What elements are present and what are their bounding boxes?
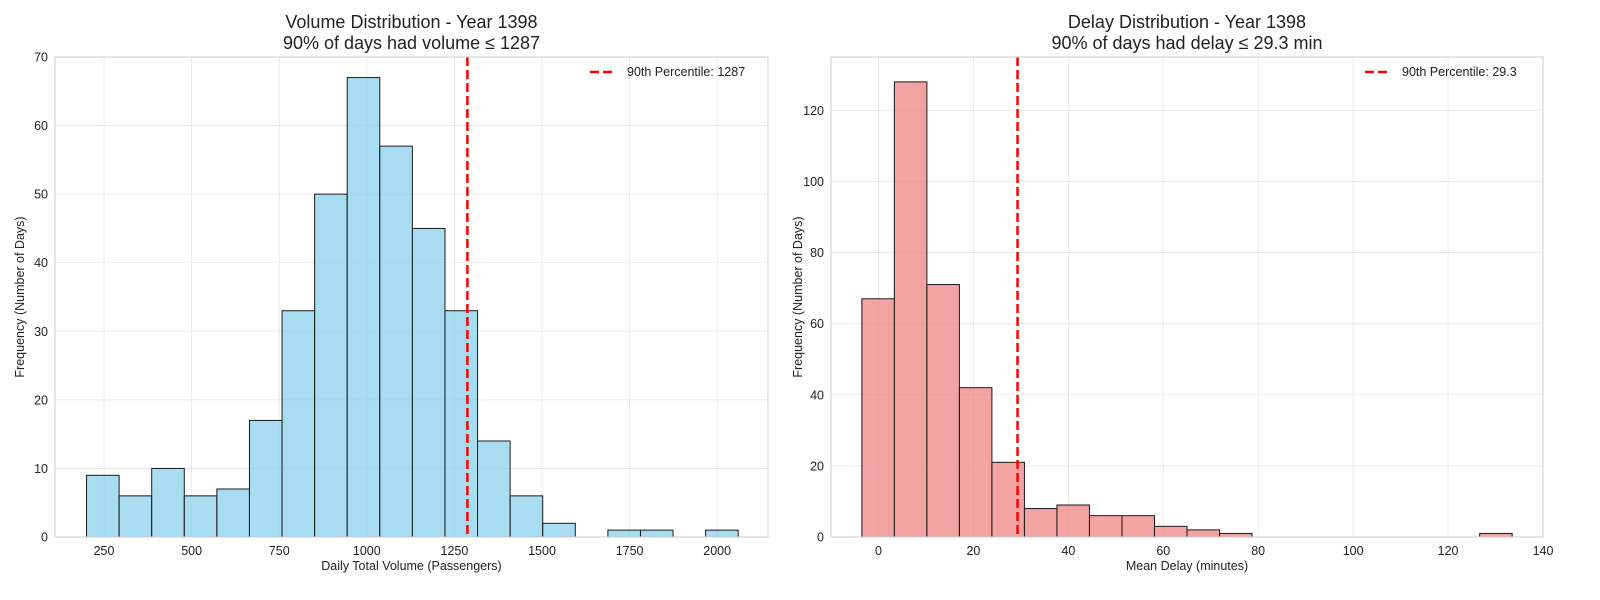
delay-x-tick-label: 60 xyxy=(1156,544,1170,558)
volume-histogram-bar xyxy=(118,495,153,538)
delay-histogram-bar xyxy=(991,461,1025,538)
volume-histogram-bar xyxy=(248,419,283,538)
delay-x-tick-label: 80 xyxy=(1251,544,1265,558)
delay-y-tick-label: 60 xyxy=(810,317,824,331)
volume-x-tick-label: 250 xyxy=(94,544,115,558)
volume-axes-frame xyxy=(54,56,769,538)
volume-x-tick-label: 1500 xyxy=(528,544,556,558)
volume-chart: Volume Distribution - Year 1398 90% of d… xyxy=(13,12,769,573)
volume-histogram-bar xyxy=(607,529,641,538)
volume-histogram-bar xyxy=(346,77,381,538)
volume-histogram-bar xyxy=(542,522,576,538)
volume-y-tick-label: 60 xyxy=(34,119,48,133)
delay-x-tick-label: 20 xyxy=(966,544,980,558)
volume-x-axis-label: Daily Total Volume (Passengers) xyxy=(321,559,501,573)
volume-histogram-bar xyxy=(183,495,218,538)
volume-histogram-bar xyxy=(216,488,250,538)
delay-histogram-bar xyxy=(1023,508,1058,538)
volume-y-tick-label: 50 xyxy=(34,188,48,202)
volume-histogram-bar xyxy=(477,440,511,538)
delay-y-tick-label: 80 xyxy=(810,246,824,260)
delay-legend-label: 90th Percentile: 29.3 xyxy=(1402,65,1517,79)
delay-axes-frame xyxy=(830,56,1544,538)
delay-histogram-bar xyxy=(1121,515,1155,538)
volume-y-tick-label: 20 xyxy=(34,393,48,407)
delay-x-tick-label: 0 xyxy=(875,544,882,558)
delay-histogram-bar xyxy=(1088,515,1123,538)
volume-y-tick-label: 0 xyxy=(41,531,48,545)
delay-histogram-bar xyxy=(861,298,895,538)
volume-histogram-bar xyxy=(509,495,544,538)
volume-histogram-bar xyxy=(705,529,739,538)
delay-x-tick-label: 120 xyxy=(1438,544,1459,558)
delay-x-tick-label: 140 xyxy=(1533,544,1554,558)
volume-histogram-bar xyxy=(86,474,120,538)
volume-title-line1: Volume Distribution - Year 1398 xyxy=(285,12,537,32)
delay-title-line2: 90% of days had delay ≤ 29.3 min xyxy=(1051,33,1322,53)
volume-y-tick-label: 10 xyxy=(34,462,48,476)
delay-histogram-bar xyxy=(1153,525,1188,538)
delay-chart: Delay Distribution - Year 1398 90% of da… xyxy=(791,12,1553,573)
volume-histogram-bar xyxy=(639,529,674,538)
volume-histogram-bar xyxy=(444,310,479,538)
volume-y-tick-label: 40 xyxy=(34,256,48,270)
delay-y-tick-label: 100 xyxy=(803,175,824,189)
delay-x-tick-label: 40 xyxy=(1061,544,1075,558)
delay-plot-area: 0 20 40 60 80 100 120 140 0 20 40 60 80 100 120 90th Pe… xyxy=(803,56,1554,558)
delay-x-tick-label: 100 xyxy=(1343,544,1364,558)
delay-histogram-bar xyxy=(926,284,960,538)
delay-y-tick-label: 20 xyxy=(810,459,824,473)
delay-histogram-bar xyxy=(1186,529,1221,538)
volume-x-tick-label: 1250 xyxy=(441,544,469,558)
delay-histogram-bar xyxy=(1219,532,1253,538)
volume-y-tick-label: 30 xyxy=(34,325,48,339)
delay-y-tick-label: 120 xyxy=(803,104,824,118)
volume-histogram-bar xyxy=(281,310,316,538)
delay-y-axis-label: Frequency (Number of Days) xyxy=(791,216,805,377)
volume-x-tick-label: 2000 xyxy=(703,544,731,558)
delay-histogram-bar xyxy=(1479,532,1513,538)
volume-plot-area: 250 500 750 1000 1250 1500 1750 2000 0 10 20 30 40 50… xyxy=(34,51,769,558)
delay-histogram-bar xyxy=(958,387,993,538)
delay-y-tick-label: 0 xyxy=(817,531,824,545)
volume-y-axis-label: Frequency (Number of Days) xyxy=(13,216,27,377)
delay-histogram-bar xyxy=(893,81,928,538)
volume-y-tick-label: 70 xyxy=(34,51,48,65)
volume-x-tick-label: 1000 xyxy=(353,544,381,558)
delay-histogram-bar xyxy=(1056,504,1090,538)
volume-x-tick-label: 750 xyxy=(269,544,290,558)
volume-histogram-bar xyxy=(379,145,413,538)
volume-histogram-bar xyxy=(314,193,348,538)
volume-histogram-bar xyxy=(411,227,446,538)
delay-y-tick-label: 40 xyxy=(810,388,824,402)
volume-legend-label: 90th Percentile: 1287 xyxy=(627,65,745,79)
volume-x-tick-label: 500 xyxy=(181,544,202,558)
delay-title-line1: Delay Distribution - Year 1398 xyxy=(1068,12,1306,32)
volume-histogram-bar xyxy=(151,467,185,538)
volume-x-tick-label: 1750 xyxy=(616,544,644,558)
delay-x-axis-label: Mean Delay (minutes) xyxy=(1126,559,1248,573)
volume-title-line2: 90% of days had volume ≤ 1287 xyxy=(283,33,540,53)
